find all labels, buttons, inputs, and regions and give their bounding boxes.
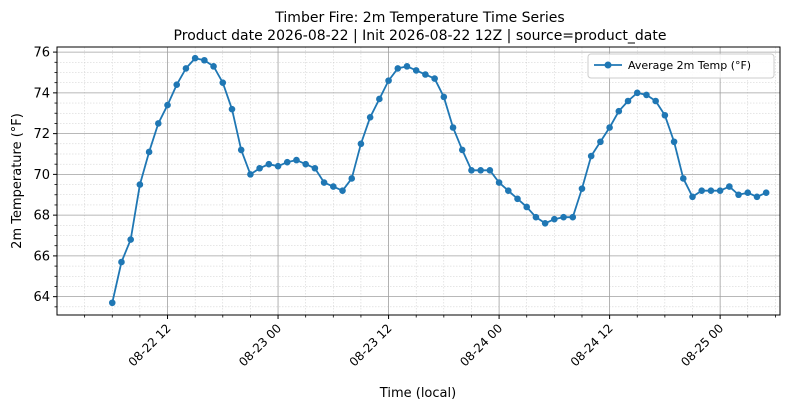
data-point xyxy=(495,179,503,186)
data-point xyxy=(735,191,742,199)
data-point xyxy=(440,93,448,101)
data-point xyxy=(698,187,706,194)
data-point xyxy=(191,54,199,62)
legend-marker xyxy=(604,61,612,69)
x-tick-label: 08-23 00 xyxy=(236,321,284,369)
axis-ticks: 08-22 12 08-23 00 08-23 12 08-24 00 08-24 12… xyxy=(33,46,776,369)
chart-subtitle: Product date 2026-08-22 | Init 2026-08-2… xyxy=(174,28,667,44)
x-tick-label: 08-24 12 xyxy=(568,321,616,369)
data-point xyxy=(449,124,457,131)
x-tick-label: 08-22 12 xyxy=(126,321,174,369)
x-tick-label: 08-23 12 xyxy=(347,321,395,369)
y-tick-label: 64 xyxy=(33,290,50,305)
x-axis-label: Time (local) xyxy=(379,386,456,401)
y-tick-label: 70 xyxy=(33,168,50,183)
data-point xyxy=(652,97,659,105)
data-point xyxy=(551,215,558,223)
data-point xyxy=(118,258,125,266)
data-point xyxy=(265,160,273,168)
y-tick-label: 74 xyxy=(33,86,50,101)
data-point xyxy=(155,120,162,127)
data-point xyxy=(219,79,227,86)
data-point xyxy=(578,185,586,192)
data-point xyxy=(293,156,300,164)
data-point xyxy=(330,183,337,190)
plot-frame xyxy=(56,46,781,316)
data-point xyxy=(228,105,236,113)
data-point xyxy=(127,236,134,243)
data-point xyxy=(339,187,346,194)
legend-label: Average 2m Temp (°F) xyxy=(628,59,751,72)
data-point xyxy=(145,148,153,156)
data-point xyxy=(541,219,549,227)
y-tick-label: 76 xyxy=(33,46,50,61)
data-point xyxy=(477,167,484,174)
data-point xyxy=(569,213,577,221)
data-point xyxy=(302,160,309,168)
data-point xyxy=(643,91,650,99)
data-point xyxy=(707,187,715,194)
data-point xyxy=(403,63,411,70)
data-point xyxy=(164,101,171,109)
data-point xyxy=(366,114,374,121)
data-point xyxy=(744,189,752,197)
data-point xyxy=(624,97,632,105)
data-point xyxy=(136,181,144,188)
y-tick-label: 72 xyxy=(33,127,50,142)
x-tick-label: 08-25 00 xyxy=(678,321,726,369)
data-point xyxy=(431,75,438,82)
data-point xyxy=(256,164,263,172)
data-point xyxy=(670,138,678,146)
data-point xyxy=(661,111,669,119)
data-point xyxy=(514,195,521,203)
data-point xyxy=(486,167,494,174)
data-point xyxy=(716,187,724,194)
data-point xyxy=(385,77,392,84)
data-point xyxy=(108,299,116,307)
data-point xyxy=(311,164,319,172)
data-point xyxy=(689,193,696,201)
data-point xyxy=(320,179,328,186)
data-point xyxy=(283,158,291,166)
data-point xyxy=(458,146,466,154)
data-point xyxy=(412,67,420,74)
data-point xyxy=(753,193,761,201)
data-point xyxy=(210,63,217,70)
data-point xyxy=(173,81,181,88)
y-tick-label: 68 xyxy=(33,209,50,224)
legend: Average 2m Temp (°F) xyxy=(587,53,775,79)
series-layer xyxy=(108,54,770,307)
data-point xyxy=(357,140,365,148)
data-point xyxy=(182,65,190,72)
data-point xyxy=(523,203,531,211)
x-tick-label: 08-24 00 xyxy=(457,321,505,369)
data-point xyxy=(560,213,567,221)
data-point xyxy=(274,162,282,170)
data-point xyxy=(376,95,383,103)
data-point xyxy=(679,175,687,182)
data-point xyxy=(422,71,429,78)
y-tick-label: 66 xyxy=(33,249,50,264)
data-point xyxy=(201,56,208,64)
data-point xyxy=(633,89,641,97)
data-point xyxy=(468,167,475,174)
data-point xyxy=(532,213,540,221)
legend-box xyxy=(587,53,775,79)
data-point xyxy=(348,175,356,182)
data-point xyxy=(505,187,512,194)
data-point xyxy=(587,152,595,160)
data-point xyxy=(237,146,245,154)
data-point xyxy=(726,183,733,190)
data-point xyxy=(606,124,613,131)
chart-title: Timber Fire: 2m Temperature Time Series xyxy=(274,10,564,26)
data-point xyxy=(762,189,770,197)
minor-grid xyxy=(57,47,780,315)
data-point xyxy=(597,138,604,146)
y-axis-label: 2m Temperature (°F) xyxy=(10,113,25,249)
data-point xyxy=(247,171,254,178)
major-grid xyxy=(57,47,780,315)
data-point xyxy=(394,65,402,72)
data-point xyxy=(615,107,623,115)
